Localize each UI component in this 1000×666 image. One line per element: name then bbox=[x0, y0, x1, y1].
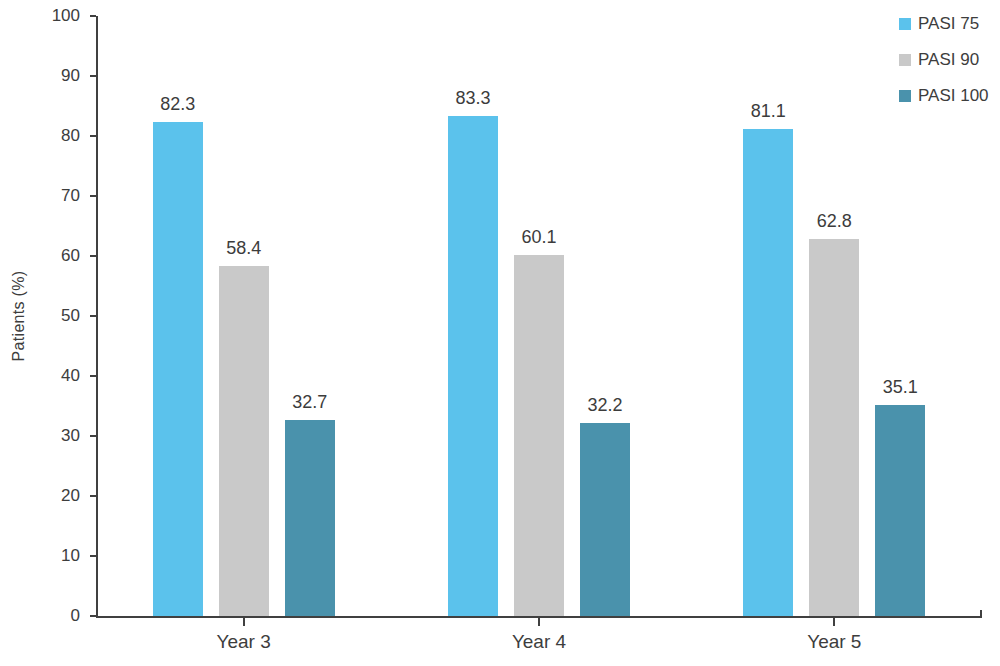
y-tick bbox=[90, 135, 96, 137]
y-tick bbox=[90, 15, 96, 17]
x-tick bbox=[243, 618, 245, 626]
legend-swatch-pasi-100-icon bbox=[899, 90, 911, 102]
y-tick-label: 30 bbox=[20, 426, 80, 446]
x-tick bbox=[538, 618, 540, 626]
legend-item-pasi-100: PASI 100 bbox=[899, 84, 989, 108]
legend: PASI 75 PASI 90 PASI 100 bbox=[899, 12, 989, 120]
y-tick-label: 10 bbox=[20, 546, 80, 566]
y-axis-line bbox=[96, 16, 98, 618]
value-label-pasi-75-year-3: 82.3 bbox=[128, 93, 228, 115]
y-tick bbox=[90, 615, 96, 617]
x-tick-label-year-4: Year 4 bbox=[469, 630, 609, 654]
y-tick-label: 40 bbox=[20, 366, 80, 386]
value-label-pasi-75-year-5: 81.1 bbox=[718, 100, 818, 122]
y-tick bbox=[90, 255, 96, 257]
bar-pasi-100-year-4 bbox=[580, 423, 630, 616]
x-tick bbox=[833, 618, 835, 626]
value-label-pasi-100-year-4: 32.2 bbox=[555, 394, 655, 416]
legend-label-pasi-90: PASI 90 bbox=[918, 50, 979, 70]
bar-pasi-75-year-3 bbox=[153, 122, 203, 616]
y-tick-label: 90 bbox=[20, 66, 80, 86]
bar-pasi-75-year-5 bbox=[743, 129, 793, 616]
y-tick-label: 70 bbox=[20, 186, 80, 206]
y-tick bbox=[90, 435, 96, 437]
y-tick bbox=[90, 375, 96, 377]
value-label-pasi-90-year-5: 62.8 bbox=[784, 210, 884, 232]
y-tick-label: 0 bbox=[20, 606, 80, 626]
bar-chart: Patients (%) 0102030405060708090100Year … bbox=[0, 0, 1000, 666]
value-label-pasi-75-year-4: 83.3 bbox=[423, 87, 523, 109]
legend-label-pasi-100: PASI 100 bbox=[918, 86, 989, 106]
value-label-pasi-100-year-3: 32.7 bbox=[260, 391, 360, 413]
legend-label-pasi-75: PASI 75 bbox=[918, 14, 979, 34]
bar-pasi-90-year-5 bbox=[809, 239, 859, 616]
y-tick bbox=[90, 495, 96, 497]
y-tick bbox=[90, 315, 96, 317]
legend-item-pasi-90: PASI 90 bbox=[899, 48, 989, 72]
y-tick bbox=[90, 75, 96, 77]
bar-pasi-75-year-4 bbox=[448, 116, 498, 616]
bar-pasi-90-year-4 bbox=[514, 255, 564, 616]
x-tick-label-year-5: Year 5 bbox=[764, 630, 904, 654]
x-axis-endcap bbox=[980, 610, 982, 617]
value-label-pasi-90-year-3: 58.4 bbox=[194, 237, 294, 259]
y-tick bbox=[90, 555, 96, 557]
y-tick-label: 20 bbox=[20, 486, 80, 506]
legend-swatch-pasi-90-icon bbox=[899, 54, 911, 66]
bar-pasi-90-year-3 bbox=[219, 266, 269, 616]
y-tick-label: 50 bbox=[20, 306, 80, 326]
value-label-pasi-90-year-4: 60.1 bbox=[489, 226, 589, 248]
x-tick-label-year-3: Year 3 bbox=[174, 630, 314, 654]
legend-item-pasi-75: PASI 75 bbox=[899, 12, 989, 36]
y-tick-label: 60 bbox=[20, 246, 80, 266]
y-tick-label: 80 bbox=[20, 126, 80, 146]
value-label-pasi-100-year-5: 35.1 bbox=[850, 376, 950, 398]
y-tick bbox=[90, 195, 96, 197]
y-tick-label: 100 bbox=[20, 6, 80, 26]
bar-pasi-100-year-5 bbox=[875, 405, 925, 616]
legend-swatch-pasi-75-icon bbox=[899, 18, 911, 30]
bar-pasi-100-year-3 bbox=[285, 420, 335, 616]
